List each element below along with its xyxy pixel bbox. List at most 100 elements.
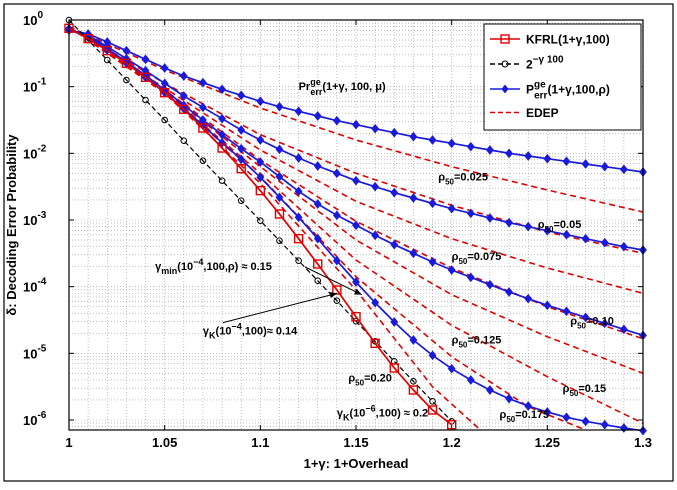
pge-diamond-marker (237, 154, 246, 165)
bound-series-line (68, 19, 453, 422)
gamma-min-arrow (304, 266, 362, 296)
pge-diamond-marker (371, 123, 380, 134)
legend-label: Pge err(1+γ,100,ρ) (526, 80, 610, 102)
pge-diamond-marker (581, 312, 590, 323)
pge-diamond-marker (524, 293, 533, 304)
pge-diamond-marker (543, 225, 552, 236)
bound-circle-marker (161, 116, 168, 124)
axis-ticks: 1 1.05 1.1 1.15 1.2 1.25 1.3 100 10-1 10-2 10-3 10-… (23, 10, 652, 450)
legend-square-marker (500, 34, 510, 44)
kfrl-square-marker (121, 58, 132, 69)
pge-diamond-marker (199, 102, 207, 113)
pge-diamond-marker (275, 144, 284, 155)
pge-diamond-marker (141, 54, 150, 65)
rho-label: ρ50=0.20 (348, 372, 392, 387)
rho-label: ρ50=0.125 (452, 334, 502, 349)
pge-diamond-marker (237, 125, 246, 135)
gamma-k4-label: γK(10−4,100)≈ 0.14 (203, 322, 298, 341)
pge-diamond-marker (486, 145, 494, 155)
pge-diamond-marker (486, 385, 494, 395)
bound-circle-marker (314, 277, 322, 284)
pge-diamond-marker (581, 159, 590, 169)
kfrl-square-marker (332, 285, 342, 295)
legend-label: EDEP (526, 106, 559, 120)
plot-series (64, 16, 647, 436)
bound-circle-marker (410, 378, 417, 385)
pge-diamond-marker (371, 297, 380, 308)
pge-diamond-marker (524, 221, 533, 232)
bound-circle-marker (333, 297, 341, 304)
bound-circle-marker (180, 137, 188, 144)
legend: KFRL(1+γ,100) 2−γ 100 Pge err(1+γ,100,ρ) EDE… (483, 23, 642, 131)
kfrl-square-marker (140, 72, 151, 83)
pge-diamond-marker (275, 101, 284, 112)
x-tick-label: 1.05 (152, 435, 177, 450)
pge-diamond-marker (352, 220, 360, 231)
pge-diamond-marker (447, 265, 456, 275)
pge-diamond-marker (581, 416, 590, 427)
pr-err-label: Prge err(1+γ, 100, μ) (299, 77, 386, 97)
kfrl-square-marker (83, 33, 93, 44)
y-tick-label: 10-6 (23, 410, 47, 428)
kfrl-square-marker (313, 259, 323, 269)
bound-circle-marker (123, 76, 130, 84)
pge-diamond-marker (466, 208, 475, 219)
pge-diamond-marker (447, 363, 456, 374)
pge-diamond-marker (600, 237, 609, 248)
pge-diamond-marker (543, 300, 552, 311)
kfrl-square-marker (293, 233, 304, 244)
bound-circle-marker (237, 197, 245, 204)
grid (69, 20, 643, 430)
pge-diamond-marker (199, 77, 207, 88)
legend-circle-marker (501, 60, 509, 68)
pge-diamond-marker (562, 229, 571, 240)
pge-diamond-marker (332, 255, 341, 266)
legend-label: 2−γ 100 (526, 55, 564, 72)
pge-diamond-marker (466, 375, 475, 385)
pge-diamond-marker (581, 233, 590, 244)
pge-diamond-marker (275, 171, 284, 182)
pge-diamond-marker (619, 164, 628, 175)
pge-diamond-marker (428, 257, 437, 267)
pge-diamond-marker (428, 135, 437, 145)
bound-circle-marker (218, 177, 226, 184)
x-tick-label: 1.2 (443, 435, 461, 450)
pge-diamond-marker (428, 198, 437, 209)
x-tick-label: 1 (65, 435, 72, 450)
x-tick-label: 1.1 (251, 435, 269, 450)
edep-series-line (68, 26, 586, 431)
pge-diamond-marker (352, 175, 360, 186)
pge-diamond-marker (332, 115, 341, 126)
pge-diamond-marker (237, 90, 246, 101)
kfrl-square-marker (274, 209, 285, 219)
pge-diamond-marker (313, 161, 322, 171)
y-tick-label: 10-2 (23, 143, 47, 161)
pge-diamond-marker (390, 317, 399, 327)
pge-diamond-marker (294, 212, 303, 223)
pge-diamond-marker (562, 156, 571, 167)
gamma-min-label: γmin(10−4,100,ρ) ≈ 0.15 (155, 257, 272, 276)
kfrl-square-marker (159, 87, 170, 98)
y-axis-label: δ: Decoding Error Probability (4, 134, 19, 316)
legend-diamond-marker (501, 84, 509, 94)
pge-diamond-marker (543, 407, 552, 417)
y-tick-label: 10-3 (23, 210, 47, 228)
x-tick-label: 1.3 (634, 435, 652, 450)
pge-diamond-marker (562, 412, 571, 423)
pge-diamond-marker (466, 141, 475, 152)
pge-diamond-marker (409, 248, 418, 259)
bound-circle-marker (103, 56, 111, 64)
kfrl-series-line (68, 27, 453, 426)
pge-diamond-marker (409, 335, 418, 345)
pge-diamond-marker (428, 350, 437, 361)
pge-diamond-marker (332, 210, 341, 221)
kfrl-square-marker (427, 405, 438, 415)
pge-diamond-marker (294, 153, 303, 163)
pge-diamond-marker (447, 203, 456, 214)
pge-diamond-marker (466, 272, 475, 283)
y-tick-label: 100 (23, 10, 43, 28)
pge-diamond-marker (505, 217, 513, 228)
pge-diamond-marker (600, 161, 609, 172)
